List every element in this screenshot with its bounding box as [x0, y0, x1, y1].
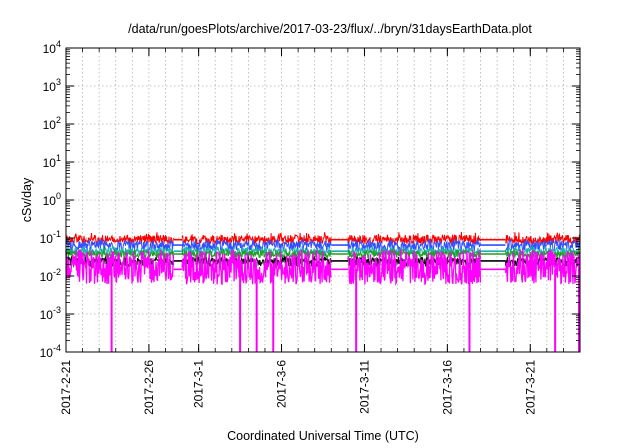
x-axis: 2017-2-21 2017-2-26 2017-3-1 2017-3-6 2017-3… [59, 48, 581, 415]
series-trace [347, 248, 482, 286]
x-axis-label: Coordinated Universal Time (UTC) [227, 429, 419, 443]
chart-title: /data/run/goesPlots/archive/2017-03-23/f… [128, 22, 532, 36]
series-trace [504, 249, 581, 285]
y-tick-label: 10-1 [40, 229, 61, 246]
x-tick-label: 2017-2-21 [59, 360, 73, 415]
series-trace [504, 238, 581, 253]
y-axis-label: cSv/day [20, 177, 34, 222]
series-trace [505, 232, 581, 246]
series-line [65, 238, 581, 253]
x-tick-label: 2017-3-16 [440, 360, 454, 415]
series-trace [181, 238, 332, 253]
x-tick-label: 2017-3-6 [275, 360, 289, 408]
series-trace [65, 249, 175, 285]
x-tick-label: 2017-2-26 [142, 360, 156, 415]
y-tick-label: 101 [43, 153, 61, 170]
x-tick-label: 2017-3-1 [192, 360, 206, 408]
plot-area [65, 231, 581, 352]
y-tick-label: 10-3 [40, 305, 61, 322]
y-tick-label: 104 [43, 39, 61, 56]
y-axis: 10-4 10-3 10-2 10-1 100 101 102 103 104 [40, 39, 580, 360]
grid [65, 47, 581, 353]
x-tick-label: 2017-3-11 [357, 360, 371, 414]
series-trace [65, 244, 174, 257]
series-trace [65, 232, 174, 246]
y-tick-label: 103 [43, 77, 61, 94]
y-tick-label: 102 [43, 115, 61, 132]
y-tick-label: 10-4 [40, 343, 61, 360]
series-trace [181, 232, 332, 246]
y-tick-label: 10-2 [40, 267, 61, 284]
x-tick-label: 2017-3-21 [523, 360, 537, 415]
series-trace [347, 239, 481, 253]
y-tick-label: 100 [43, 191, 61, 208]
